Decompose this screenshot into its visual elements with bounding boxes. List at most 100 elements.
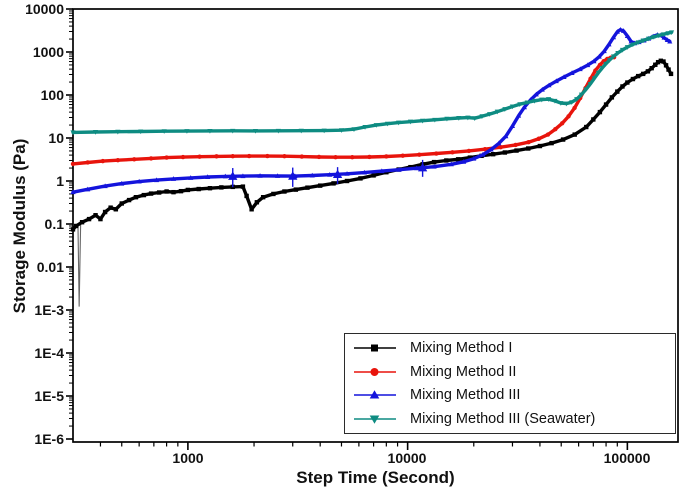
series-marker-0 bbox=[615, 89, 620, 94]
series-marker-2 bbox=[591, 58, 597, 64]
series-marker-0 bbox=[178, 188, 184, 194]
series-marker-2 bbox=[170, 176, 177, 181]
series-marker-2 bbox=[661, 34, 667, 40]
series-marker-3 bbox=[656, 33, 662, 39]
x-tick-label: 1000 bbox=[172, 450, 204, 466]
series-marker-0 bbox=[514, 148, 519, 153]
series-marker-0 bbox=[119, 201, 124, 206]
series-marker-2 bbox=[569, 70, 575, 75]
series-marker-0 bbox=[620, 84, 625, 89]
series-marker-3 bbox=[351, 127, 357, 132]
series-marker-1 bbox=[450, 150, 455, 155]
series-marker-0 bbox=[244, 193, 249, 199]
series-marker-0 bbox=[282, 189, 287, 194]
series-marker-0 bbox=[658, 58, 664, 63]
series-marker-0 bbox=[185, 187, 191, 193]
series-marker-2 bbox=[222, 173, 228, 179]
series-marker-3 bbox=[373, 123, 379, 128]
series-marker-0 bbox=[490, 152, 496, 157]
series-marker-0 bbox=[331, 181, 336, 186]
series-marker-3 bbox=[651, 34, 657, 40]
series-marker-1 bbox=[367, 154, 372, 160]
y-tick-label: 100 bbox=[40, 87, 64, 103]
series-marker-1 bbox=[85, 160, 90, 165]
series-marker-3 bbox=[660, 32, 667, 38]
series-marker-3 bbox=[70, 130, 76, 136]
series-marker-3 bbox=[635, 40, 641, 46]
series-marker-1 bbox=[333, 155, 338, 160]
series-marker-3 bbox=[230, 128, 236, 134]
series-marker-2 bbox=[275, 173, 281, 178]
series-marker-2 bbox=[596, 53, 602, 59]
x-tick-label: 10000 bbox=[387, 450, 427, 466]
series-marker-0 bbox=[70, 227, 76, 232]
series-marker-1 bbox=[230, 153, 235, 159]
y-tick-label: 10000 bbox=[25, 1, 64, 17]
legend-label: Mixing Method I bbox=[410, 339, 513, 356]
series-marker-0 bbox=[649, 66, 654, 71]
series-marker-2 bbox=[448, 161, 454, 167]
series-marker-3 bbox=[587, 82, 593, 87]
series-marker-2 bbox=[488, 146, 494, 152]
y-tick-label: 0.01 bbox=[36, 259, 64, 275]
y-tick-label: 1E-3 bbox=[34, 302, 64, 318]
series-marker-3 bbox=[607, 58, 613, 63]
series-marker-1 bbox=[572, 105, 577, 111]
series-marker-2 bbox=[496, 140, 502, 146]
series-marker-2 bbox=[361, 169, 367, 175]
series-marker-3 bbox=[479, 114, 485, 120]
error-bar-marker-2 bbox=[228, 171, 238, 180]
series-marker-3 bbox=[624, 45, 630, 50]
series-marker-1 bbox=[214, 154, 219, 159]
series-marker-1 bbox=[417, 152, 422, 157]
series-marker-1 bbox=[545, 132, 551, 137]
series-marker-2 bbox=[664, 37, 670, 42]
start-spike-artifact bbox=[77, 223, 82, 307]
series-line-0 bbox=[71, 59, 673, 232]
y-tick-label: 0.1 bbox=[44, 216, 64, 232]
series-marker-1 bbox=[566, 114, 571, 119]
series-marker-0 bbox=[358, 176, 363, 181]
series-marker-2 bbox=[509, 123, 516, 128]
series-marker-2 bbox=[606, 41, 612, 47]
series-marker-3 bbox=[665, 31, 671, 36]
series-marker-0 bbox=[572, 132, 577, 137]
series-marker-0 bbox=[502, 150, 508, 155]
series-line-2 bbox=[71, 28, 672, 194]
series-marker-2 bbox=[379, 168, 385, 174]
series-marker-2 bbox=[119, 180, 125, 186]
series-marker-3 bbox=[509, 104, 516, 110]
series-marker-0 bbox=[630, 76, 636, 82]
series-marker-3 bbox=[432, 117, 438, 123]
series-marker-2 bbox=[516, 112, 522, 118]
series-marker-3 bbox=[275, 128, 281, 134]
series-marker-3 bbox=[338, 128, 345, 133]
series-marker-3 bbox=[531, 98, 538, 104]
series-marker-1 bbox=[400, 153, 405, 158]
series-marker-3 bbox=[574, 97, 580, 102]
series-marker-1 bbox=[197, 154, 202, 159]
series-marker-3 bbox=[184, 129, 190, 134]
series-marker-0 bbox=[293, 187, 299, 192]
series-marker-0 bbox=[444, 158, 449, 163]
series-marker-2 bbox=[610, 34, 617, 40]
legend-entry-method-2: Mixing Method II bbox=[351, 360, 671, 383]
series-marker-0 bbox=[254, 200, 260, 205]
series-marker-2 bbox=[461, 159, 467, 164]
series-marker-3 bbox=[599, 65, 605, 71]
series-marker-0 bbox=[93, 213, 98, 218]
series-marker-3 bbox=[362, 125, 368, 130]
series-marker-3 bbox=[502, 107, 508, 112]
series-marker-0 bbox=[560, 137, 566, 142]
series-marker-1 bbox=[180, 154, 186, 160]
series-marker-3 bbox=[517, 102, 523, 107]
series-marker-0 bbox=[645, 69, 651, 74]
series-marker-2 bbox=[344, 171, 350, 176]
series-marker-3 bbox=[456, 116, 462, 121]
series-marker-1 bbox=[350, 155, 355, 160]
series-marker-0 bbox=[371, 173, 376, 178]
series-marker-1 bbox=[100, 158, 106, 164]
series-marker-1 bbox=[246, 153, 252, 159]
y-tick-label: 10 bbox=[48, 130, 64, 146]
